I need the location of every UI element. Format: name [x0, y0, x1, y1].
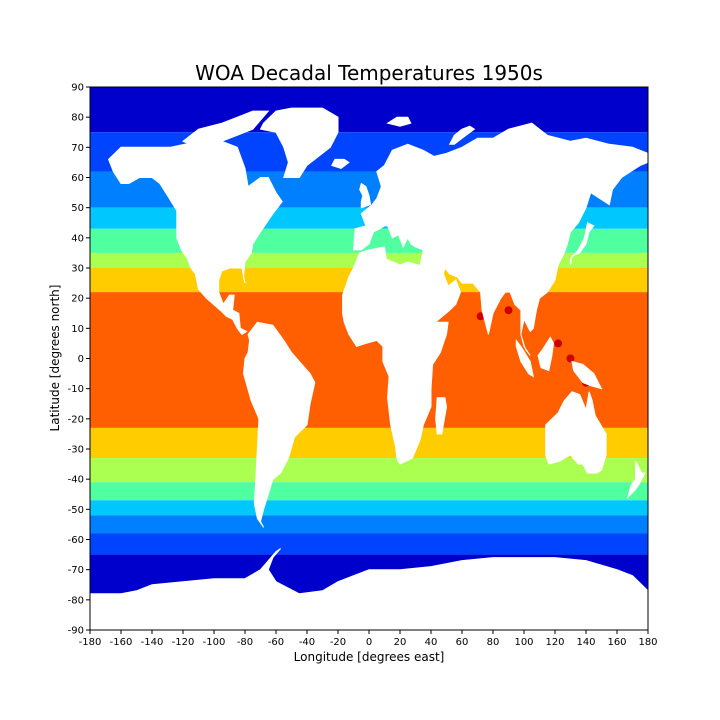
land-iceland	[331, 158, 350, 169]
y-tick-label: 70	[71, 143, 84, 154]
x-tick-label: 80	[487, 637, 500, 648]
x-axis-label: Longitude [degrees east]	[294, 650, 445, 664]
y-axis-label: Latitude [degrees north]	[48, 285, 62, 432]
y-tick-label: -90	[68, 626, 84, 637]
x-tick-label: -120	[172, 637, 195, 648]
hotspot-2	[554, 339, 563, 348]
temperature-band-0	[90, 87, 648, 133]
land-uk	[359, 182, 372, 209]
x-tick-label: -140	[141, 637, 164, 648]
x-tick-label: -60	[268, 637, 284, 648]
x-tick-label: -100	[203, 637, 226, 648]
land-new-zealand	[626, 460, 646, 499]
x-tick-label: 180	[638, 637, 657, 648]
y-tick-label: -50	[68, 505, 84, 516]
land-south-america	[242, 321, 316, 528]
temperature-band-10	[90, 482, 648, 501]
plot-area	[90, 87, 648, 630]
hotspot-0	[476, 312, 485, 321]
y-tick-label: -40	[68, 475, 84, 486]
y-tick-label: -70	[68, 565, 84, 576]
land-mask	[90, 107, 648, 630]
y-tick-label: 90	[71, 83, 84, 94]
temperature-band-12	[90, 515, 648, 534]
x-tick-label: 160	[607, 637, 626, 648]
y-tick-label: 30	[71, 264, 84, 275]
temperature-band-13	[90, 533, 648, 555]
x-tick-label: 140	[576, 637, 595, 648]
y-tick-label: 80	[71, 113, 84, 124]
land-new-guinea	[571, 360, 603, 390]
y-tick-label: 60	[71, 173, 84, 184]
land-arctic-islands	[181, 110, 270, 148]
land-arabia	[422, 261, 461, 324]
y-tick-label: -20	[68, 414, 84, 425]
y-tick-label: -10	[68, 384, 84, 395]
x-tick-label: -20	[330, 637, 346, 648]
land-madagascar	[435, 397, 448, 435]
x-tick-label: -40	[299, 637, 315, 648]
land-sumatra	[515, 338, 535, 378]
land-antarctica	[90, 548, 648, 630]
y-tick-label: -30	[68, 445, 84, 456]
land-svalbard	[386, 116, 412, 127]
land-novaya-zemlya	[448, 125, 476, 145]
hotspot-1	[504, 306, 513, 315]
temperature-band-9	[90, 458, 648, 483]
chart-title: WOA Decadal Temperatures 1950s	[195, 61, 543, 85]
y-axis-ticks: 90 80 70 60 50 40 30 20 10 0 -10 -20 -30 -40 -50 -60 -70…	[68, 83, 90, 637]
x-axis-ticks: -180 -160 -140 -120 -100 -80 -60 -40 -20 0 20 40 60 8…	[79, 630, 658, 648]
land-north-america	[108, 140, 283, 336]
x-tick-label: -80	[237, 637, 253, 648]
land-greenland	[259, 107, 339, 178]
y-tick-label: 10	[71, 324, 84, 335]
x-tick-label: 0	[366, 637, 372, 648]
y-tick-label: 50	[71, 203, 84, 214]
land-borneo	[537, 336, 555, 372]
x-tick-label: -180	[79, 637, 102, 648]
land-japan	[570, 222, 595, 266]
x-tick-label: 100	[514, 637, 533, 648]
x-tick-label: 20	[394, 637, 407, 648]
y-tick-label: 40	[71, 233, 84, 244]
x-tick-label: 40	[425, 637, 438, 648]
x-tick-label: 120	[545, 637, 564, 648]
x-tick-label: 60	[456, 637, 469, 648]
y-tick-label: -80	[68, 595, 84, 606]
hotspot-3	[566, 354, 575, 363]
x-tick-label: -160	[110, 637, 133, 648]
y-tick-label: -60	[68, 535, 84, 546]
land-africa	[342, 246, 449, 465]
temperature-band-11	[90, 500, 648, 516]
y-tick-label: 0	[78, 354, 84, 365]
land-australia	[545, 391, 607, 474]
y-tick-label: 20	[71, 294, 84, 305]
